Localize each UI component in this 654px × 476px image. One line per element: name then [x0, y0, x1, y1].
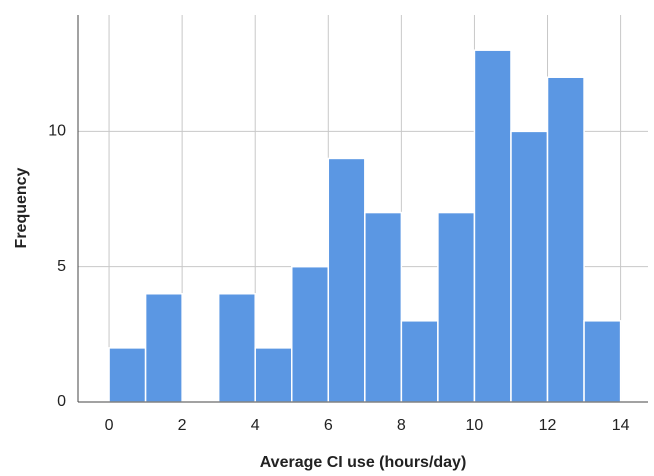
- bar: [144, 292, 183, 403]
- bar: [217, 292, 256, 403]
- x-tick-label: 8: [397, 417, 406, 434]
- bar: [546, 76, 585, 403]
- bar: [583, 320, 622, 403]
- bar: [254, 347, 293, 403]
- bar: [473, 49, 512, 403]
- bar: [364, 211, 403, 403]
- bar: [510, 130, 549, 403]
- y-tick-label: 0: [57, 393, 66, 410]
- y-tick-label: 5: [57, 258, 66, 275]
- bar: [291, 265, 330, 403]
- x-tick-label: 4: [251, 417, 260, 434]
- x-tick-label: 0: [105, 417, 114, 434]
- y-axis-title: Frequency: [13, 167, 30, 248]
- x-tick-label: 6: [324, 417, 333, 434]
- x-axis-title: Average CI use (hours/day): [260, 454, 467, 471]
- x-tick-label: 10: [466, 417, 484, 434]
- x-tick-label: 14: [612, 417, 630, 434]
- bar: [108, 347, 147, 403]
- bar: [327, 157, 366, 403]
- x-tick-label: 2: [178, 417, 187, 434]
- bar: [400, 320, 439, 403]
- x-tick-label: 12: [539, 417, 557, 434]
- bar: [437, 211, 476, 403]
- y-tick-label: 10: [48, 123, 66, 140]
